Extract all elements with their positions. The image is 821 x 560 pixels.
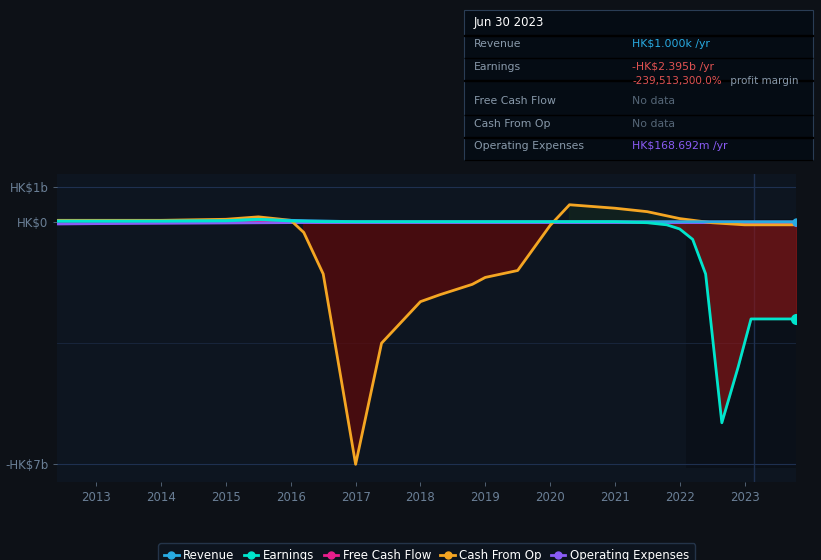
Text: Cash From Op: Cash From Op	[474, 119, 550, 129]
Text: HK$168.692m /yr: HK$168.692m /yr	[632, 141, 727, 151]
Text: No data: No data	[632, 96, 675, 106]
Text: -HK$2.395b /yr: -HK$2.395b /yr	[632, 62, 714, 72]
Text: Jun 30 2023: Jun 30 2023	[474, 16, 544, 29]
Legend: Revenue, Earnings, Free Cash Flow, Cash From Op, Operating Expenses: Revenue, Earnings, Free Cash Flow, Cash …	[158, 543, 695, 560]
Text: Free Cash Flow: Free Cash Flow	[474, 96, 556, 106]
Text: profit margin: profit margin	[727, 76, 798, 86]
Bar	[686, 218, 796, 468]
Text: Revenue: Revenue	[474, 39, 521, 49]
Text: No data: No data	[632, 119, 675, 129]
Text: Operating Expenses: Operating Expenses	[474, 141, 584, 151]
Text: -239,513,300.0%: -239,513,300.0%	[632, 76, 722, 86]
Text: HK$1.000k /yr: HK$1.000k /yr	[632, 39, 710, 49]
Text: Earnings: Earnings	[474, 62, 521, 72]
